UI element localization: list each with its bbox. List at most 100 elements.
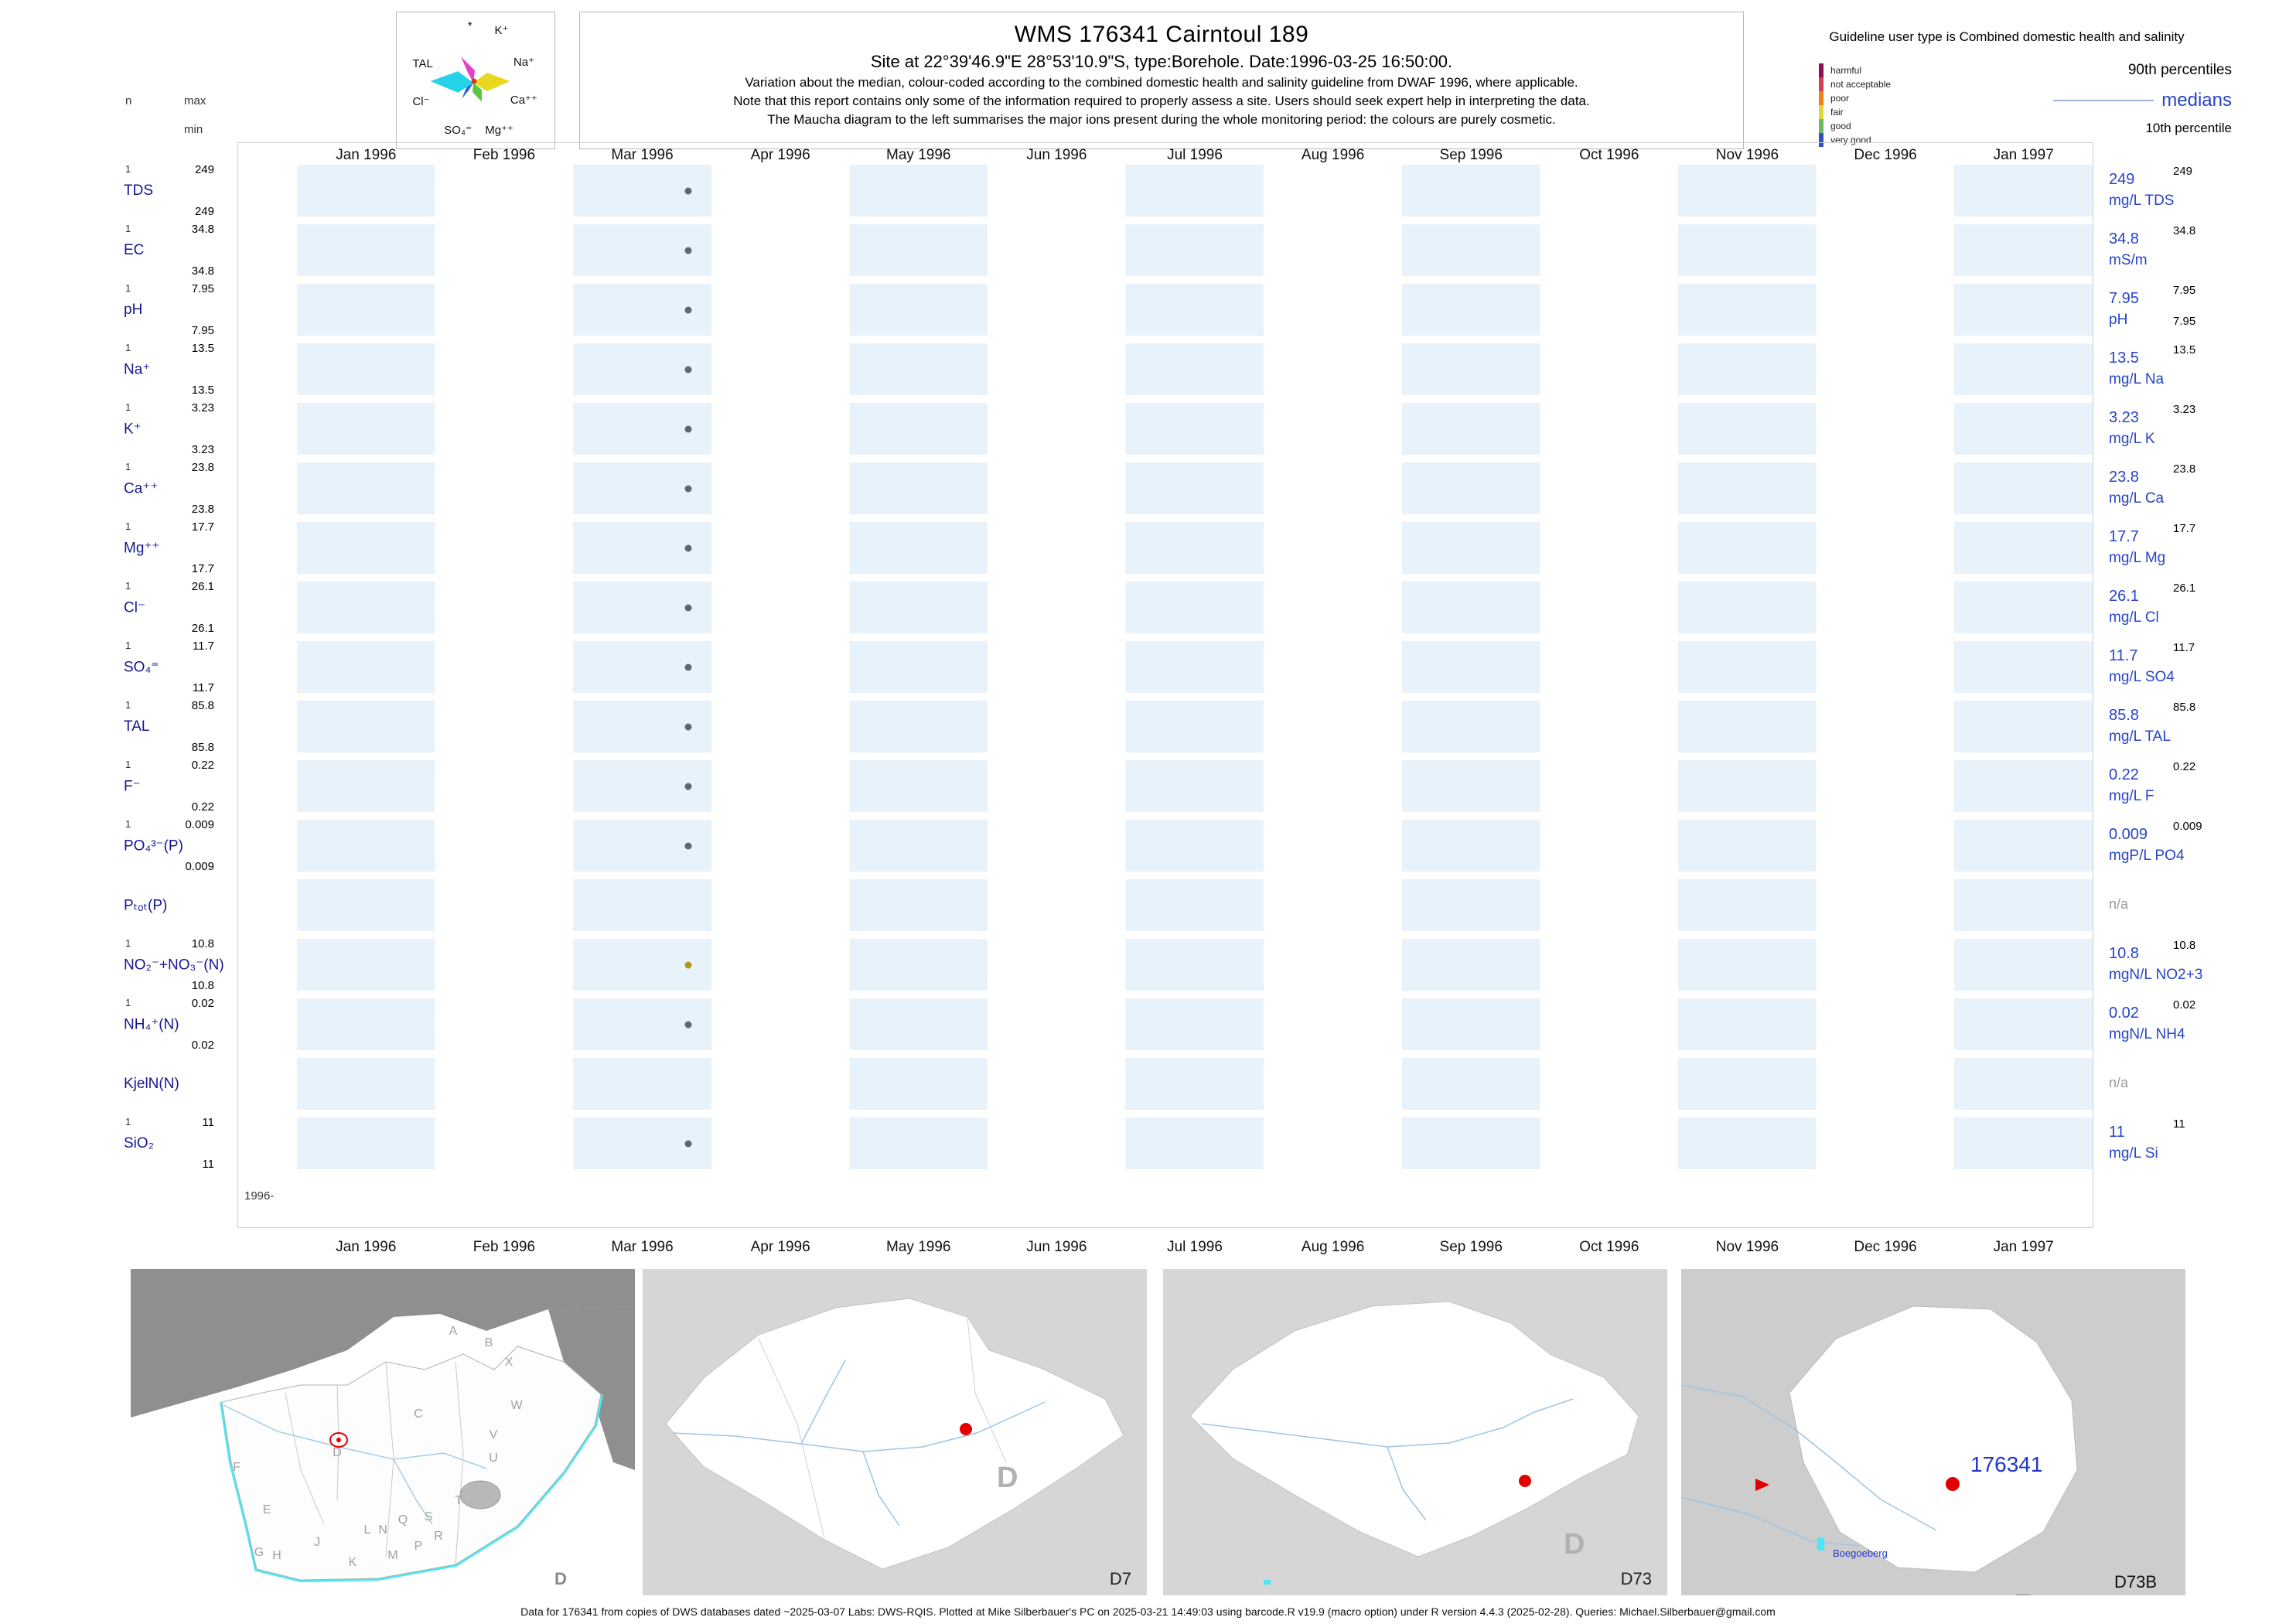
drainage-region-letter: J xyxy=(314,1536,320,1549)
p90-value: 13.5 xyxy=(2173,343,2196,357)
parameter-stats: 1 10.8 NO₂⁻+NO₃⁻(N) 10.8 xyxy=(116,937,237,992)
data-point xyxy=(684,544,692,551)
data-point xyxy=(684,1140,692,1147)
median-value: 0.02 xyxy=(2109,1005,2139,1022)
min-value: 0.009 xyxy=(185,860,214,873)
site-marker xyxy=(1519,1475,1531,1487)
lesotho-shape xyxy=(459,1480,501,1510)
timeseries-strip xyxy=(297,820,2093,872)
footer-note: Data for 176341 from copies of DWS datab… xyxy=(520,1605,1776,1618)
timeseries-strip xyxy=(297,939,2093,991)
p90-value: 11.7 xyxy=(2173,641,2195,654)
month-label: Jun 1996 xyxy=(1026,147,1087,163)
parameter-summary: n/a xyxy=(2099,1056,2294,1111)
guideline-color-swatch xyxy=(1819,119,1823,133)
data-point xyxy=(684,842,692,849)
guideline-class-label: fair xyxy=(1830,107,1844,118)
sample-count: 1 xyxy=(125,342,131,353)
max-value: 11.7 xyxy=(192,640,214,653)
max-value: 3.23 xyxy=(191,401,214,415)
median-value: 10.8 xyxy=(2109,945,2139,962)
data-point xyxy=(684,723,692,730)
guideline-color-swatch xyxy=(1819,133,1823,147)
guideline-color-swatch xyxy=(1819,91,1823,105)
drainage-region-letter: C xyxy=(414,1407,423,1421)
parameter-name: pH xyxy=(124,301,143,318)
min-value: 11 xyxy=(202,1158,214,1171)
p90-value: 3.23 xyxy=(2173,403,2196,416)
parameter-row: 1 0.02 NH₄⁺(N) 0.02 0.02 0.02 mgN/L NH4 xyxy=(0,997,2296,1052)
median-value: 7.95 xyxy=(2109,290,2139,307)
data-point xyxy=(684,247,692,254)
median-value: 11 xyxy=(2109,1124,2125,1141)
drainage-region-letter: M xyxy=(387,1549,397,1562)
parameter-row: 1 13.5 Na⁺ 13.5 13.5 13.5 mg/L Na xyxy=(0,342,2296,397)
p90-value: 0.02 xyxy=(2173,998,2196,1012)
month-label: Nov 1996 xyxy=(1715,1239,1779,1255)
parameter-name: NH₄⁺(N) xyxy=(124,1016,179,1032)
parameter-stats: 1 7.95 pH 7.95 xyxy=(116,282,237,337)
month-label: Jul 1996 xyxy=(1167,1239,1223,1255)
drainage-region-letter: R xyxy=(434,1530,443,1543)
parameter-stats: 1 0.22 F⁻ 0.22 xyxy=(116,759,237,814)
unit-label: mg/L K xyxy=(2109,431,2155,447)
parameter-stats: 1 11.7 SO₄⁼ 11.7 xyxy=(116,640,237,694)
drainage-region-letter: V xyxy=(490,1428,498,1441)
unit-label: mS/m xyxy=(2109,252,2148,268)
median-value: 17.7 xyxy=(2109,528,2139,545)
percentile-legend: 90th percentiles medians 10th percentile xyxy=(2053,62,2232,136)
parameter-stats: 1 13.5 Na⁺ 13.5 xyxy=(116,342,237,397)
median-value: 3.23 xyxy=(2109,409,2139,426)
median-value: 11.7 xyxy=(2109,647,2138,664)
p90-value: 23.8 xyxy=(2173,462,2196,476)
parameter-summary: 0.02 0.02 mgN/L NH4 xyxy=(2099,997,2294,1052)
river-line xyxy=(862,1451,900,1527)
p90-value: 249 xyxy=(2173,165,2193,178)
drainage-region-letter: P xyxy=(415,1540,423,1553)
basin-shape xyxy=(665,1298,1124,1570)
drainage-region-letter: D xyxy=(333,1446,342,1459)
guideline-class-label: harmful xyxy=(1830,65,1862,76)
p10-value: 7.95 xyxy=(2173,315,2196,328)
parameter-row: 1 10.8 NO₂⁻+NO₃⁻(N) 10.8 10.8 10.8 mgN/L… xyxy=(0,937,2296,992)
region-boundary xyxy=(455,1361,464,1565)
unit-label: mgP/L PO4 xyxy=(2109,848,2185,864)
timeseries-strip xyxy=(297,284,2093,336)
flow-arrow xyxy=(1755,1479,1769,1491)
site-marker-ring xyxy=(329,1432,348,1448)
month-label: Dec 1996 xyxy=(1854,1239,1917,1255)
guideline-class: poor xyxy=(1819,91,1891,105)
river-line xyxy=(393,1459,433,1525)
guideline-color-swatch xyxy=(1819,105,1823,119)
month-label: Oct 1996 xyxy=(1579,147,1639,163)
parameter-name: K⁺ xyxy=(124,421,142,437)
parameter-row: 1 249 TDS 249 249 249 mg/L TDS xyxy=(0,163,2296,218)
guideline-class: fair xyxy=(1819,105,1891,119)
maucha-so4-label: SO₄⁼ xyxy=(444,123,472,137)
parameter-summary: 23.8 23.8 mg/L Ca xyxy=(2099,461,2294,516)
guideline-color-swatch xyxy=(1819,77,1823,91)
drainage-region-letter: A xyxy=(449,1325,458,1338)
sample-count: 1 xyxy=(125,818,131,830)
max-value: 249 xyxy=(194,163,214,176)
river-line xyxy=(1681,1384,1835,1462)
min-value: 0.22 xyxy=(191,800,214,814)
max-value: 11 xyxy=(202,1116,214,1129)
map-code-label: D73B xyxy=(2114,1572,2157,1592)
min-value: 11.7 xyxy=(192,681,214,694)
parameter-summary: 3.23 3.23 mg/L K xyxy=(2099,401,2294,456)
maucha-na-wedge xyxy=(473,73,510,91)
maucha-cl-label: Cl⁻ xyxy=(412,94,430,108)
plot-frame xyxy=(237,142,2093,1228)
medians-label: medians xyxy=(2161,90,2232,111)
catchment-d73b-map: Boegoeberg 176341 D73B D xyxy=(1681,1269,2185,1595)
parameter-name: PO₄³⁻(P) xyxy=(124,838,183,854)
parameter-summary: 11.7 11.7 mg/L SO4 xyxy=(2099,640,2294,694)
month-label: Dec 1996 xyxy=(1854,147,1917,163)
river-line xyxy=(800,1360,846,1445)
month-label: May 1996 xyxy=(886,147,951,163)
sa-drainage-overview-map: A B X C W V U T S R Q P N M L K J H G E xyxy=(131,1269,635,1595)
min-value: 17.7 xyxy=(191,562,214,575)
drainage-region-letter: W xyxy=(510,1399,523,1412)
